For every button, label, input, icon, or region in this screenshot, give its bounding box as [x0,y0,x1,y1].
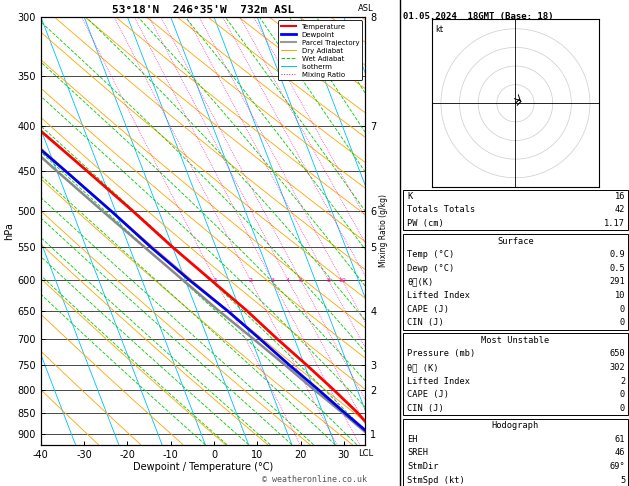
Text: 0.5: 0.5 [610,264,625,273]
Text: CIN (J): CIN (J) [407,318,443,327]
Text: 291: 291 [610,278,625,286]
Y-axis label: hPa: hPa [4,222,14,240]
Text: Surface: Surface [497,237,534,245]
Text: 0: 0 [620,404,625,413]
Text: 3: 3 [270,278,274,283]
Text: 42: 42 [615,206,625,214]
Legend: Temperature, Dewpoint, Parcel Trajectory, Dry Adiabat, Wet Adiabat, Isotherm, Mi: Temperature, Dewpoint, Parcel Trajectory… [278,20,362,80]
Text: 650: 650 [610,349,625,358]
Text: SREH: SREH [407,449,428,457]
Text: 2: 2 [620,377,625,385]
Text: Dewp (°C): Dewp (°C) [407,264,454,273]
Text: 61: 61 [615,435,625,444]
Text: Most Unstable: Most Unstable [481,336,550,345]
Text: 0: 0 [620,305,625,313]
Text: 4: 4 [286,278,290,283]
Text: Lifted Index: Lifted Index [407,377,470,385]
Text: θᴇ (K): θᴇ (K) [407,363,438,372]
Text: PW (cm): PW (cm) [407,219,443,228]
Text: 302: 302 [610,363,625,372]
Text: Temp (°C): Temp (°C) [407,250,454,259]
Text: 16: 16 [615,192,625,201]
Text: 0: 0 [620,318,625,327]
Title: 53°18'N  246°35'W  732m ASL: 53°18'N 246°35'W 732m ASL [112,5,294,15]
Text: kt: kt [435,25,443,34]
Text: 1.17: 1.17 [604,219,625,228]
Text: Pressure (mb): Pressure (mb) [407,349,475,358]
Text: 0.9: 0.9 [610,250,625,259]
Text: Lifted Index: Lifted Index [407,291,470,300]
X-axis label: Dewpoint / Temperature (°C): Dewpoint / Temperature (°C) [133,462,273,472]
Text: 46: 46 [615,449,625,457]
Text: CAPE (J): CAPE (J) [407,390,449,399]
Text: 0: 0 [620,390,625,399]
Text: km
ASL: km ASL [358,0,373,13]
Text: StmDir: StmDir [407,462,438,471]
Text: 2: 2 [248,278,252,283]
Text: 69°: 69° [610,462,625,471]
Text: CIN (J): CIN (J) [407,404,443,413]
Text: 8: 8 [326,278,330,283]
Text: 10: 10 [615,291,625,300]
Text: 1: 1 [213,278,218,283]
Text: Totals Totals: Totals Totals [407,206,475,214]
Text: 5: 5 [620,476,625,485]
Text: CAPE (J): CAPE (J) [407,305,449,313]
Text: StmSpd (kt): StmSpd (kt) [407,476,465,485]
Text: 01.05.2024  18GMT (Base: 18): 01.05.2024 18GMT (Base: 18) [403,12,554,21]
Text: θᴇ(K): θᴇ(K) [407,278,433,286]
Text: 10: 10 [338,278,346,283]
Text: EH: EH [407,435,418,444]
Text: LCL: LCL [358,449,373,458]
Text: 5: 5 [299,278,303,283]
Y-axis label: Mixing Ratio (g/kg): Mixing Ratio (g/kg) [379,194,388,267]
Text: Hodograph: Hodograph [492,421,539,430]
Text: © weatheronline.co.uk: © weatheronline.co.uk [262,474,367,484]
Text: K: K [407,192,412,201]
